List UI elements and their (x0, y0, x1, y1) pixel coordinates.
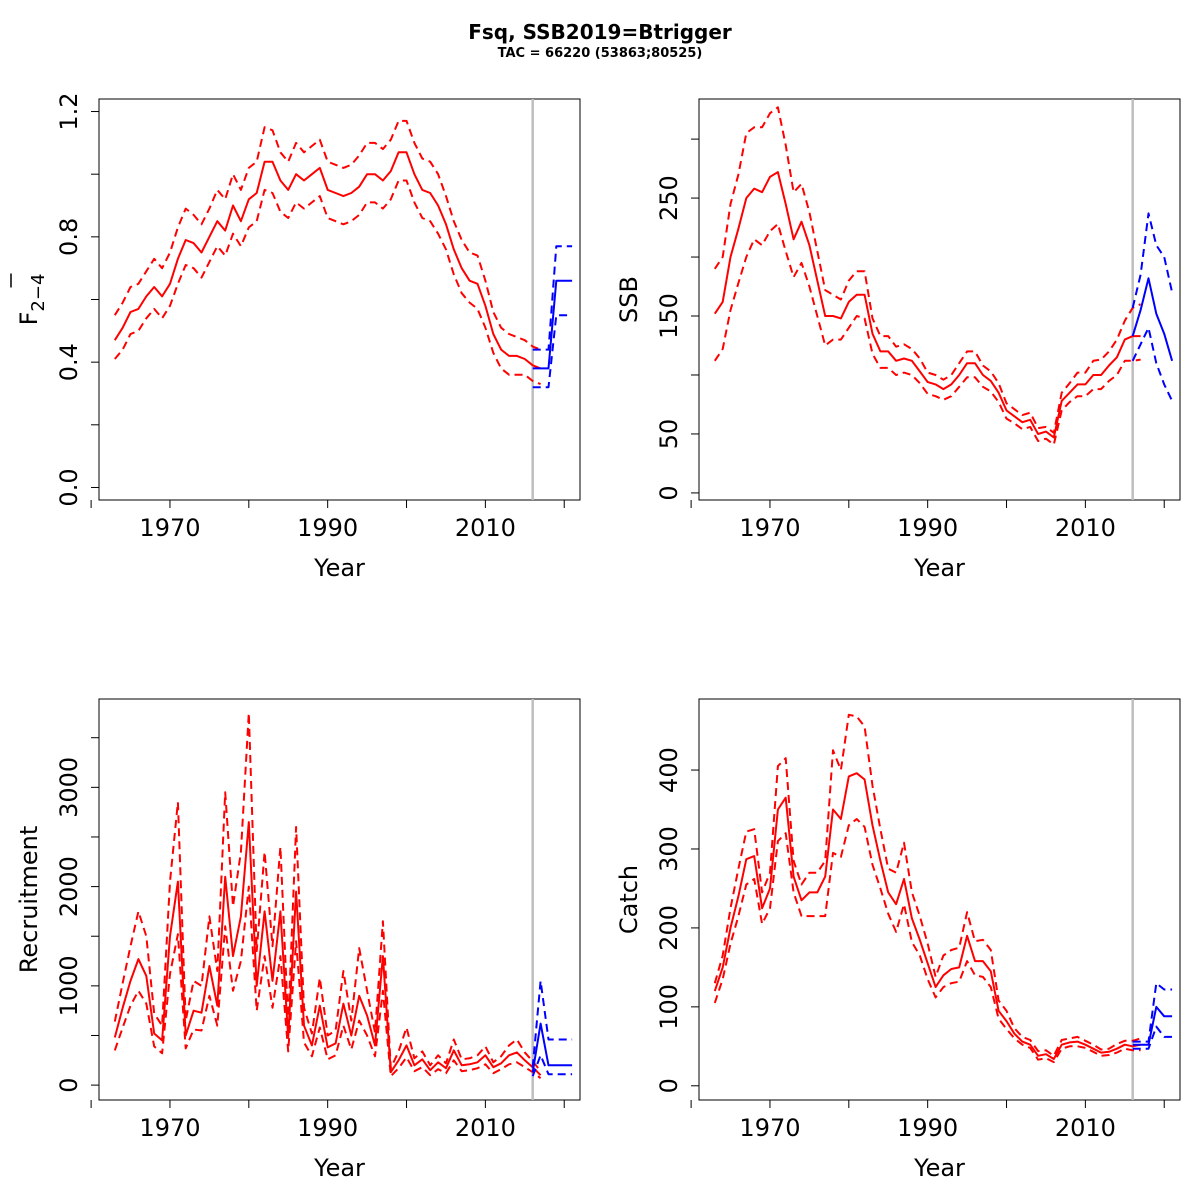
historic-ci-line-2 (713, 818, 1141, 1064)
y-axis-title-main: F (15, 312, 43, 326)
plot-frame (98, 98, 581, 501)
historic-ci-line-2 (713, 223, 1141, 446)
x-tick-label: 1970 (739, 514, 800, 542)
x-tick-label: 2010 (455, 1114, 516, 1142)
y-tick-label: 150 (655, 293, 683, 339)
y-tick-label: 0.0 (55, 468, 83, 506)
x-tick-label: 2010 (455, 514, 516, 542)
historic-ci-line-1 (113, 711, 542, 1072)
y-tick-label: 1.2 (55, 92, 83, 130)
y-tick-label: 0 (655, 1078, 683, 1093)
forecast-ci-line-1 (1132, 982, 1173, 1043)
x-tick-label: 2010 (1055, 1114, 1116, 1142)
forecast-ci-line-2 (1131, 326, 1174, 402)
y-tick-label: 250 (655, 175, 683, 221)
y-tick-label: 3000 (55, 757, 83, 818)
plot-frame (98, 698, 581, 1101)
historic-ci-line-2 (113, 885, 542, 1079)
y-tick-label: 2000 (55, 856, 83, 917)
x-axis-title: Year (313, 1154, 365, 1182)
y-tick-label: 1000 (55, 955, 83, 1016)
forecast-ci-line-1 (1131, 212, 1174, 309)
y-tick-label: 50 (655, 419, 683, 450)
x-axis-title: Year (913, 1154, 965, 1182)
y-axis-title: F2−4 (15, 274, 49, 326)
y-tick-label: 400 (655, 747, 683, 793)
panel-f: 1970 1990 2010 0.0 0.4 0.8 1.2 Year F2−4 (10, 92, 581, 582)
y-tick-label: 300 (655, 826, 683, 872)
y-axis-title: SSB (615, 276, 643, 323)
y-axis-title-subscript: 2−4 (28, 274, 49, 312)
panel-recruitment: 1970 1990 2010 0 1000 2000 3000 Year Recruitment (15, 698, 581, 1182)
forecast-estimate-line (1132, 1005, 1173, 1046)
x-tick-label: 1990 (297, 1114, 358, 1142)
y-axis-title: Recruitment (15, 826, 43, 973)
y-tick-label: 200 (655, 905, 683, 951)
forecast-ci-line-1 (532, 245, 573, 351)
forecast-estimate-line (532, 279, 573, 370)
x-tick-label: 1990 (297, 514, 358, 542)
forecast-estimate-line (531, 1022, 573, 1073)
historic-ci-line-2 (114, 179, 541, 386)
forecast-ci-line-1 (531, 979, 573, 1068)
historic-estimate-line (113, 151, 541, 370)
forecast-estimate-line (1131, 277, 1174, 362)
y-axis-title: Catch (615, 865, 643, 934)
y-tick-label: 100 (655, 984, 683, 1030)
historic-ci-line-1 (113, 119, 541, 351)
y-tick-label: 0 (55, 1077, 83, 1092)
y-tick-label: 0.8 (55, 218, 83, 256)
x-tick-label: 2010 (1055, 514, 1116, 542)
historic-estimate-line (113, 821, 542, 1076)
x-tick-label: 1990 (897, 1114, 958, 1142)
x-tick-label: 1970 (739, 1114, 800, 1142)
historic-estimate-line (713, 772, 1141, 1060)
x-tick-label: 1990 (897, 514, 958, 542)
forecast-ci-line-2 (1132, 1025, 1173, 1050)
historic-estimate-line (713, 171, 1141, 439)
x-axis-title: Year (313, 554, 365, 582)
plot-frame (698, 698, 1181, 1101)
panel-ssb: 1970 1990 2010 0 50 150 250 Year SSB (615, 98, 1181, 582)
y-tick-label: 0.4 (55, 343, 83, 381)
historic-ci-line-1 (713, 713, 1141, 1057)
forecast-ci-line-2 (531, 1054, 573, 1077)
figure-title: Fsq, SSB2019=Btrigger (468, 20, 732, 44)
historic-ci-line-1 (713, 106, 1142, 434)
x-axis-title: Year (913, 554, 965, 582)
figure-subtitle: TAC = 66220 (53863;80525) (497, 46, 703, 61)
y-tick-label: 0 (655, 485, 683, 500)
x-tick-label: 1970 (139, 514, 200, 542)
panel-catch: 1970 1990 2010 0 100 200 300 400 Year Catch (615, 698, 1181, 1182)
x-tick-label: 1970 (139, 1114, 200, 1142)
plot-frame (698, 98, 1181, 501)
forecast-ci-line-2 (532, 314, 573, 389)
